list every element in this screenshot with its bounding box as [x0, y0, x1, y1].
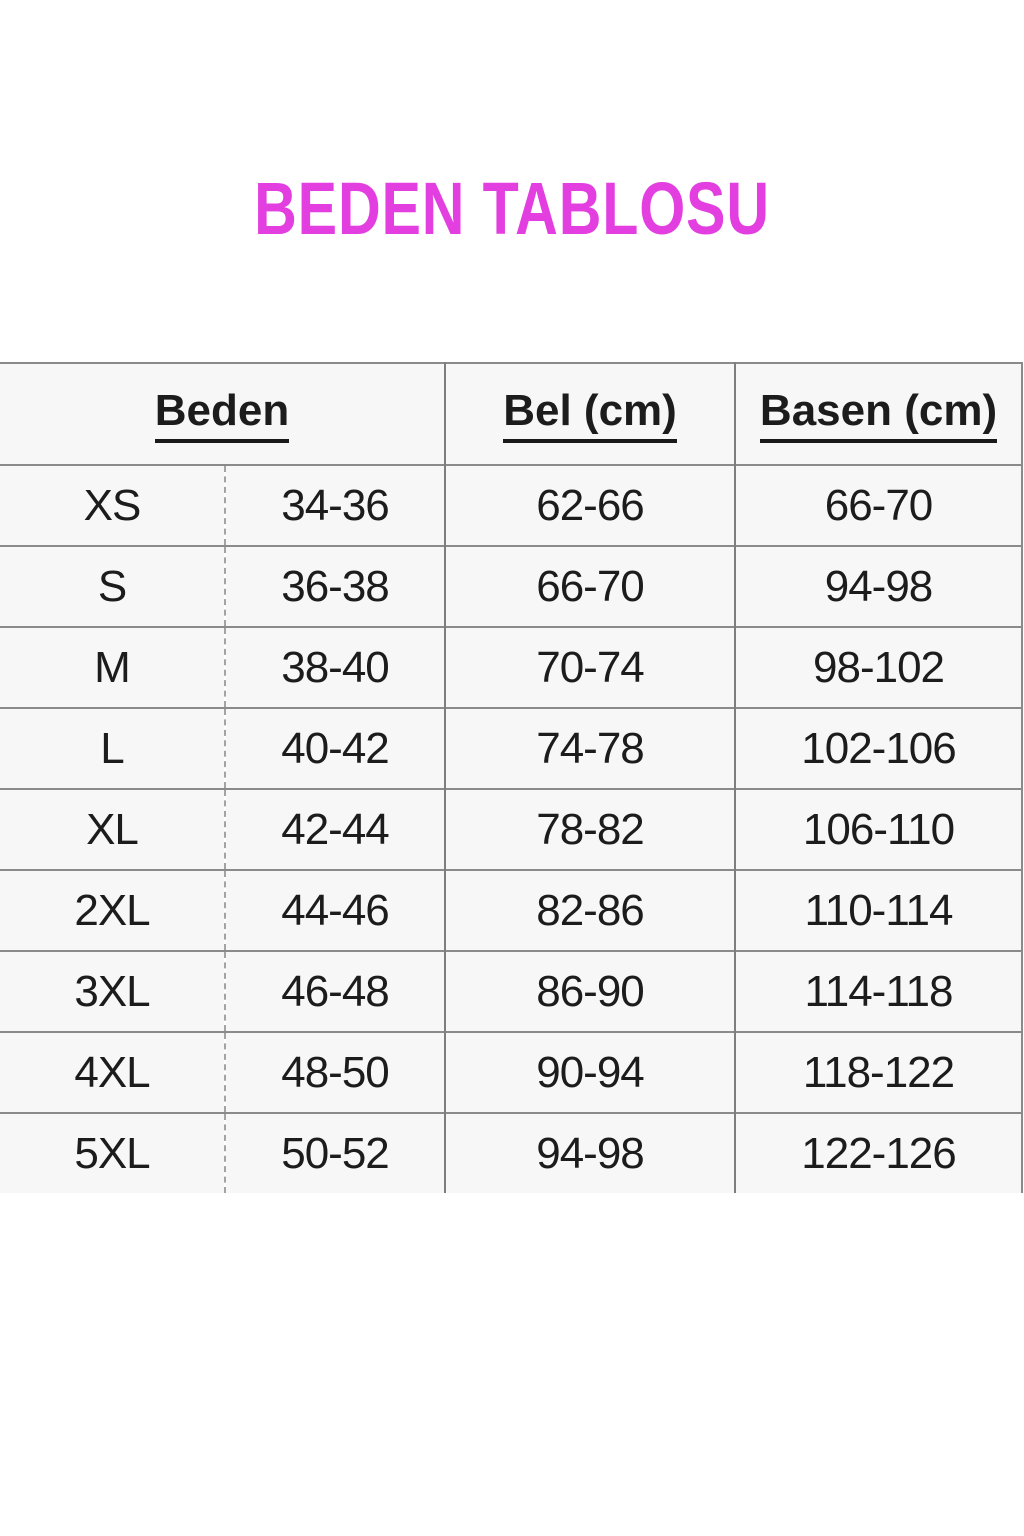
waist-cell: 70-74	[444, 626, 736, 708]
page-title: BEDEN TABLOSU	[254, 167, 770, 250]
size-cell: S	[0, 545, 225, 627]
table-row: XS 34-36 62-66 66-70	[0, 464, 1023, 546]
waist-cell: 94-98	[444, 1112, 736, 1193]
table-row: 5XL 50-52 94-98 122-126	[0, 1112, 1023, 1193]
hips-cell: 102-106	[734, 707, 1023, 789]
hips-cell: 110-114	[734, 869, 1023, 951]
header-label-beden: Beden	[154, 388, 290, 443]
waist-cell: 86-90	[444, 950, 736, 1032]
table-row: XL 42-44 78-82 106-110	[0, 788, 1023, 870]
size-table: Beden Bel (cm) Basen (cm) XS 34-36 62-66…	[0, 362, 1024, 1193]
size-range-cell: 36-38	[223, 545, 446, 627]
waist-cell: 62-66	[444, 464, 736, 546]
size-range-cell: 50-52	[223, 1112, 446, 1193]
table-header-row: Beden Bel (cm) Basen (cm)	[0, 363, 1023, 465]
hips-cell: 66-70	[734, 464, 1023, 546]
hips-cell: 122-126	[734, 1112, 1023, 1193]
waist-cell: 90-94	[444, 1031, 736, 1113]
size-range-cell: 34-36	[223, 464, 446, 546]
size-cell: 2XL	[0, 869, 225, 951]
table-row: M 38-40 70-74 98-102	[0, 626, 1023, 708]
waist-cell: 82-86	[444, 869, 736, 951]
size-cell: 5XL	[0, 1112, 225, 1193]
waist-cell: 78-82	[444, 788, 736, 870]
hips-cell: 118-122	[734, 1031, 1023, 1113]
table-row: L 40-42 74-78 102-106	[0, 707, 1023, 789]
size-cell: 4XL	[0, 1031, 225, 1113]
header-cell-basen: Basen (cm)	[734, 363, 1023, 465]
table-row: 3XL 46-48 86-90 114-118	[0, 950, 1023, 1032]
table-row: 4XL 48-50 90-94 118-122	[0, 1031, 1023, 1113]
header-label-basen: Basen (cm)	[759, 388, 998, 443]
waist-cell: 74-78	[444, 707, 736, 789]
size-cell: XS	[0, 464, 225, 546]
size-range-cell: 48-50	[223, 1031, 446, 1113]
hips-cell: 98-102	[734, 626, 1023, 708]
size-cell: L	[0, 707, 225, 789]
size-range-cell: 46-48	[223, 950, 446, 1032]
size-range-cell: 40-42	[223, 707, 446, 789]
header-cell-beden: Beden	[0, 363, 446, 465]
size-range-cell: 42-44	[223, 788, 446, 870]
table-row: 2XL 44-46 82-86 110-114	[0, 869, 1023, 951]
waist-cell: 66-70	[444, 545, 736, 627]
hips-cell: 94-98	[734, 545, 1023, 627]
hips-cell: 114-118	[734, 950, 1023, 1032]
size-range-cell: 38-40	[223, 626, 446, 708]
table-row: S 36-38 66-70 94-98	[0, 545, 1023, 627]
size-cell: M	[0, 626, 225, 708]
header-label-bel: Bel (cm)	[503, 388, 677, 443]
header-cell-bel: Bel (cm)	[444, 363, 736, 465]
hips-cell: 106-110	[734, 788, 1023, 870]
size-range-cell: 44-46	[223, 869, 446, 951]
size-cell: 3XL	[0, 950, 225, 1032]
size-cell: XL	[0, 788, 225, 870]
